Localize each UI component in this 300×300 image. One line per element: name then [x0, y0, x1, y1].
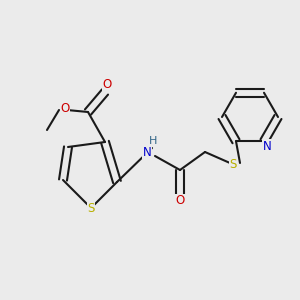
Text: O: O	[176, 194, 184, 208]
Text: S: S	[87, 202, 95, 214]
Text: N: N	[262, 140, 272, 153]
Text: O: O	[60, 103, 70, 116]
Text: O: O	[102, 79, 112, 92]
Text: H: H	[149, 136, 157, 146]
Text: N: N	[142, 146, 152, 158]
Text: S: S	[229, 158, 237, 172]
